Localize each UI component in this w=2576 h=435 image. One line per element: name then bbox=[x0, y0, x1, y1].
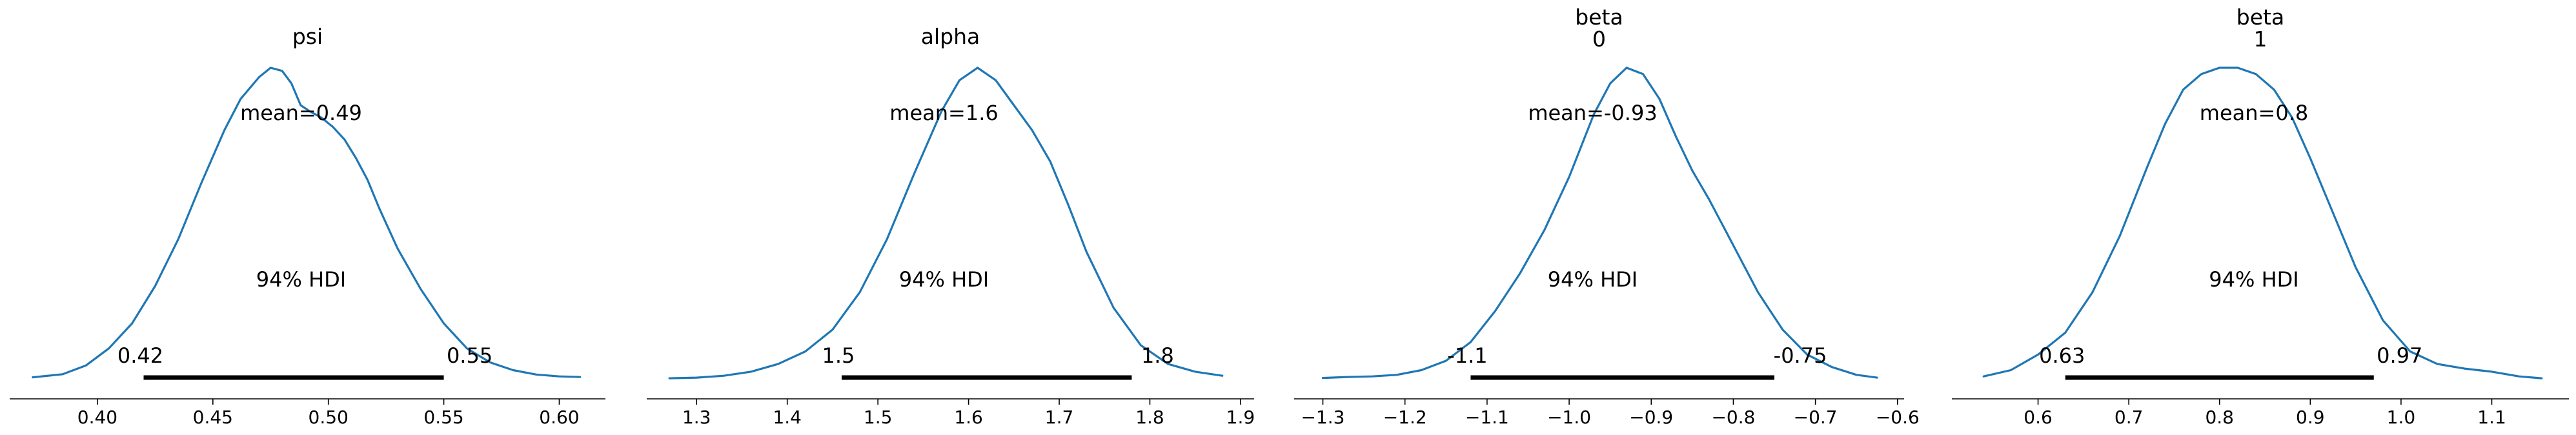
x-tick-label: −1.1 bbox=[1465, 407, 1509, 428]
x-tick-label: 1.7 bbox=[1045, 407, 1074, 428]
hdi-lower-label: 0.63 bbox=[2039, 343, 2085, 368]
mean-label: mean=0.8 bbox=[2200, 101, 2308, 125]
x-tick-label: 1.3 bbox=[682, 407, 711, 428]
mean-label: mean=0.49 bbox=[240, 101, 362, 125]
x-tick-label: 1.4 bbox=[773, 407, 802, 428]
panel-title: alpha bbox=[921, 24, 980, 49]
x-tick-label: 1.8 bbox=[1135, 407, 1164, 428]
x-tick-label: −1.2 bbox=[1383, 407, 1427, 428]
density-curve bbox=[668, 66, 1224, 379]
panel-title: 0 bbox=[1592, 26, 1606, 52]
x-tick-label: 0.45 bbox=[193, 407, 233, 428]
x-tick-label: 0.7 bbox=[2115, 407, 2144, 428]
x-tick-label: 1.0 bbox=[2387, 407, 2416, 428]
x-tick-label: −1.3 bbox=[1301, 407, 1345, 428]
hdi-label: 94% HDI bbox=[2209, 267, 2298, 292]
density-curve bbox=[32, 66, 582, 379]
x-tick-label: 0.55 bbox=[423, 407, 463, 428]
mean-label: mean=-0.93 bbox=[1528, 101, 1657, 125]
x-tick-label: 0.60 bbox=[539, 407, 579, 428]
x-tick-label: −0.9 bbox=[1629, 407, 1673, 428]
x-tick-label: 1.9 bbox=[1226, 407, 1255, 428]
hdi-upper-label: 0.55 bbox=[447, 343, 492, 368]
x-tick-label: −0.8 bbox=[1711, 407, 1755, 428]
x-tick-label: 0.8 bbox=[2205, 407, 2234, 428]
x-tick-label: −1.0 bbox=[1547, 407, 1591, 428]
mean-label: mean=1.6 bbox=[889, 101, 998, 125]
panel-title: beta bbox=[2236, 5, 2284, 30]
hdi-lower-label: 1.5 bbox=[822, 343, 855, 368]
hdi-lower-label: 0.42 bbox=[117, 343, 163, 368]
x-tick-label: 0.9 bbox=[2296, 407, 2325, 428]
panel-title: 1 bbox=[2254, 26, 2267, 52]
density-curve bbox=[1982, 66, 2543, 379]
x-tick-label: 0.6 bbox=[2023, 407, 2053, 428]
panel-title: psi bbox=[292, 24, 323, 49]
hdi-upper-label: 0.97 bbox=[2377, 343, 2422, 368]
x-tick-label: 0.40 bbox=[77, 407, 117, 428]
hdi-upper-label: -0.75 bbox=[1774, 343, 1827, 368]
x-tick-label: 0.50 bbox=[309, 407, 349, 428]
x-tick-label: 1.5 bbox=[864, 407, 893, 428]
x-tick-label: −0.6 bbox=[1876, 407, 1920, 428]
x-tick-label: −0.7 bbox=[1794, 407, 1838, 428]
density-curve bbox=[1321, 66, 1878, 379]
hdi-lower-label: -1.1 bbox=[1447, 343, 1487, 368]
x-tick-label: 1.6 bbox=[954, 407, 983, 428]
hdi-label: 94% HDI bbox=[1548, 267, 1638, 292]
panel-title: beta bbox=[1575, 5, 1623, 30]
hdi-upper-label: 1.8 bbox=[1141, 343, 1174, 368]
hdi-label: 94% HDI bbox=[899, 267, 989, 292]
x-tick-label: 1.1 bbox=[2477, 407, 2506, 428]
hdi-label: 94% HDI bbox=[256, 267, 346, 292]
